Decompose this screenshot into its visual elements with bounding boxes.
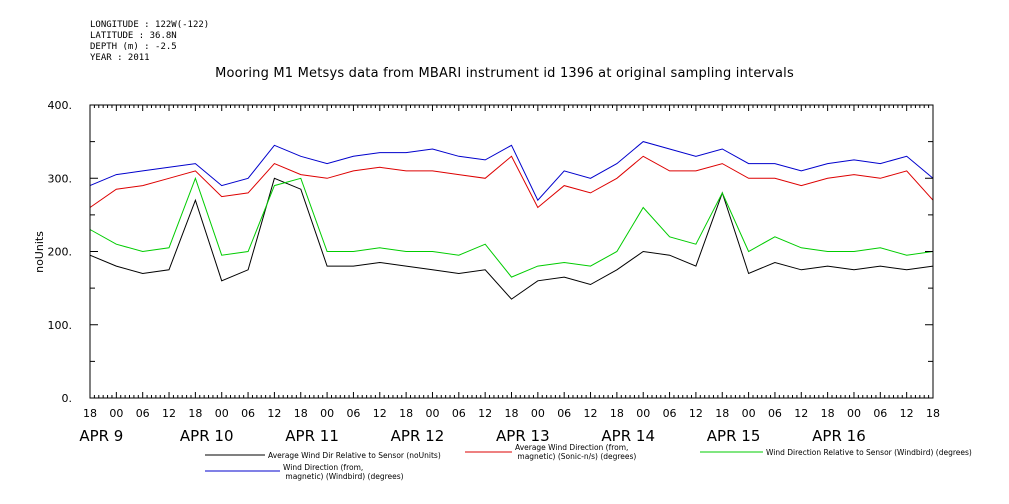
- x-day-label: APR 14: [601, 427, 655, 445]
- y-tick-label: 100.: [48, 319, 73, 332]
- depth-label: DEPTH (m) : -2.5: [90, 42, 177, 52]
- chart-title: Mooring M1 Metsys data from MBARI instru…: [215, 66, 794, 81]
- year-label: YEAR : 2011: [90, 53, 150, 63]
- x-tick-label: 00: [425, 407, 439, 420]
- x-tick-label: 18: [610, 407, 624, 420]
- x-axis-day-labels: APR 9 APR 10 APR 11 APR 12 APR 13 APR 14 APR 1…: [79, 427, 865, 445]
- series-line-4: [89, 141, 934, 202]
- x-tick-label: 06: [557, 407, 571, 420]
- x-tick-label: 12: [373, 407, 387, 420]
- y-tick-label: 200.: [48, 246, 73, 259]
- legend: Average Wind Dir Relative to Sensor (noU…: [205, 443, 972, 481]
- latitude-label: LATITUDE : 36.8N: [90, 31, 177, 41]
- x-tick-label: 12: [689, 407, 703, 420]
- y-tick-label: 300.: [48, 172, 73, 185]
- x-tick-label: 18: [715, 407, 729, 420]
- x-tick-label: 00: [742, 407, 756, 420]
- x-tick-label: 12: [584, 407, 598, 420]
- x-day-label: APR 10: [180, 427, 234, 445]
- x-tick-label: 06: [136, 407, 150, 420]
- x-tick-label: 00: [109, 407, 123, 420]
- x-day-label: APR 15: [707, 427, 761, 445]
- series-line-3: [89, 176, 934, 278]
- longitude-label: LONGITUDE : 122W(-122): [90, 20, 210, 30]
- legend-label-1: Average Wind Dir Relative to Sensor (noU…: [268, 451, 441, 460]
- x-day-label: APR 12: [391, 427, 445, 445]
- x-day-label: APR 16: [812, 427, 866, 445]
- x-tick-label: 12: [794, 407, 808, 420]
- legend-label-2: Average Wind Direction (from, magnetic) …: [515, 443, 636, 461]
- y-tick-label: 0.: [62, 392, 73, 405]
- x-tick-label: 06: [663, 407, 677, 420]
- plot-frame: [89, 104, 934, 399]
- x-tick-label: 00: [215, 407, 229, 420]
- x-day-label: APR 11: [285, 427, 339, 445]
- x-tick-label: 12: [162, 407, 176, 420]
- x-tick-label: 18: [821, 407, 835, 420]
- legend-label-3: Wind Direction Relative to Sensor (Windb…: [766, 448, 972, 457]
- x-tick-label: 00: [636, 407, 650, 420]
- x-tick-label: 00: [320, 407, 334, 420]
- x-tick-label: 18: [926, 407, 940, 420]
- x-tick-label: 12: [267, 407, 281, 420]
- plot-lines: [89, 141, 934, 300]
- legend-label-4: Wind Direction (from, magnetic) (Windbir…: [283, 463, 404, 481]
- y-tick-label: 400.: [48, 99, 73, 112]
- x-day-label: APR 13: [496, 427, 550, 445]
- series-line-2: [89, 155, 934, 209]
- series-line-1: [89, 177, 934, 300]
- x-tick-label: 12: [478, 407, 492, 420]
- x-tick-label: 00: [531, 407, 545, 420]
- x-tick-label: 06: [241, 407, 255, 420]
- x-tick-label: 06: [768, 407, 782, 420]
- x-tick-label: 18: [505, 407, 519, 420]
- x-tick-label: 06: [873, 407, 887, 420]
- axis-ticks: [89, 104, 934, 399]
- x-tick-label: 12: [900, 407, 914, 420]
- x-day-label: APR 9: [79, 427, 123, 445]
- y-axis-tick-labels: 0. 100. 200. 300. 400.: [48, 99, 73, 405]
- x-tick-label: 18: [294, 407, 308, 420]
- x-tick-label: 18: [399, 407, 413, 420]
- x-tick-label: 06: [452, 407, 466, 420]
- x-axis-tick-labels: 18 00 06 12 18 00 06 12 18 00 06 12 18 00 06 12 18 00 06 12…: [83, 407, 940, 420]
- x-tick-label: 00: [847, 407, 861, 420]
- metadata-block: LONGITUDE : 122W(-122) LATITUDE : 36.8N …: [90, 20, 209, 64]
- x-tick-label: 18: [188, 407, 202, 420]
- x-tick-label: 06: [346, 407, 360, 420]
- x-tick-label: 18: [83, 407, 97, 420]
- y-axis-label: noUnits: [33, 231, 46, 273]
